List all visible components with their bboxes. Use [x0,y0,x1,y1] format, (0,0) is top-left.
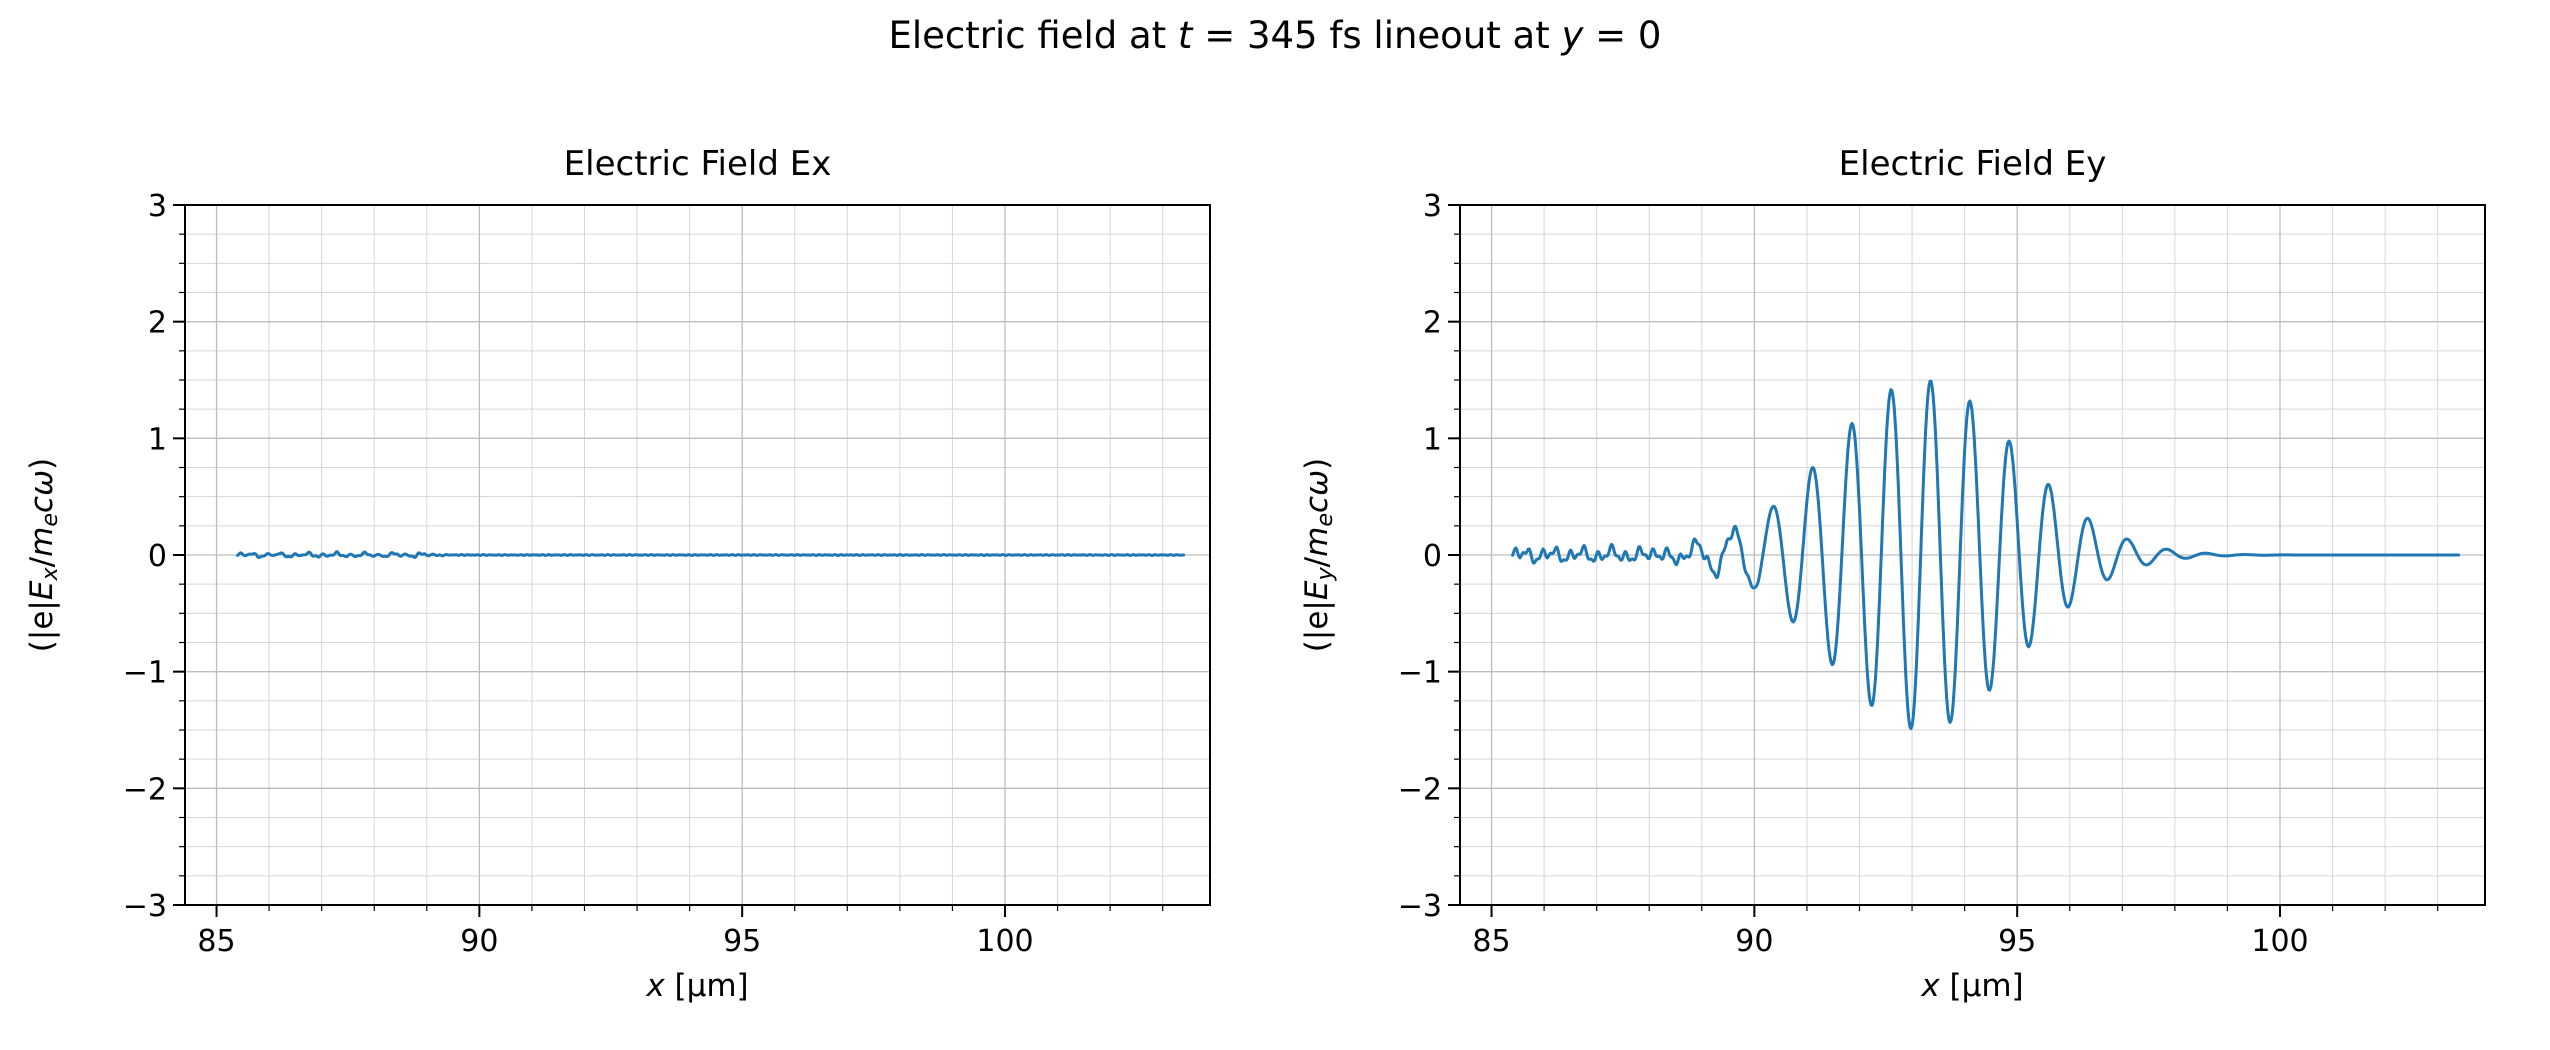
label-segment: e [36,512,63,527]
label-segment: y [1311,567,1338,581]
y-tick-label: 0 [1423,539,1442,574]
series-line-ex [236,550,1186,559]
x-tick-label: 90 [1735,924,1773,959]
label-segment: (|e| [24,600,60,653]
label-segment: [μm] [664,968,749,1004]
label-segment: / [24,556,60,568]
y-tick-label: 1 [1423,422,1442,457]
label-segment: (|e| [1299,600,1335,653]
label-segment: E [24,580,60,601]
y-tick-label: 2 [1423,306,1442,341]
x-tick-label: 85 [1472,924,1510,959]
label-segment: Electric field at [888,14,1178,57]
label-segment: / [1299,556,1335,568]
x-tick-label: 95 [723,924,761,959]
chart-ey: 85 90 95 100 −3 −2 −1 0 1 2 3 Electric Field Ey (|… [1275,70,2550,1050]
label-segment: x [646,968,665,1004]
y-tick-label: 1 [148,422,167,457]
label-segment: x [36,567,63,581]
chart-ex-title: Electric Field Ex [563,144,832,184]
x-tick-label: 85 [197,924,235,959]
label-segment: c [24,495,60,513]
x-tick-label: 100 [2251,924,2308,959]
chart-ex-xlabel: x [μm] [185,968,1210,1004]
chart-ex: 85 90 95 100 −3 −2 −1 0 1 2 3 Electric Field Ex (|… [0,70,1275,1050]
x-tick-label: 100 [976,924,1033,959]
label-segment: t [1177,14,1193,57]
label-segment: m [24,526,60,557]
plot-area: 85 90 95 100 −3 −2 −1 0 1 2 3 [1398,189,2486,959]
y-tick-label: −3 [123,889,167,924]
x-tick-label: 95 [1998,924,2036,959]
y-tick-label: 3 [148,189,167,224]
label-segment: = 0 [1583,14,1662,57]
x-tick-label: 90 [460,924,498,959]
label-segment: [μm] [1939,968,2024,1004]
figure-title: Electric field at t = 345 fs lineout at … [0,14,2550,57]
label-segment: y [1561,14,1584,57]
label-segment: e [1311,512,1338,527]
y-tick-label: −2 [1398,772,1442,807]
y-tick-label: −3 [1398,889,1442,924]
y-tick-label: 2 [148,306,167,341]
label-segment: x [1921,968,1940,1004]
chart-ey-title: Electric Field Ey [1838,144,2107,184]
label-segment: c [1299,495,1335,513]
label-segment: ) [1299,457,1335,470]
chart-ey-xlabel: x [μm] [1460,968,2485,1004]
chart-ey-ylabel: (|e|Ey/mecω) [1299,205,1343,905]
label-segment: = 345 fs lineout at [1192,14,1562,57]
y-tick-label: −2 [123,772,167,807]
label-segment: ) [24,457,60,470]
y-tick-label: −1 [1398,656,1442,691]
plot-area: 85 90 95 100 −3 −2 −1 0 1 2 3 [123,189,1211,959]
y-tick-label: 3 [1423,189,1442,224]
label-segment: ω [1299,469,1335,496]
label-segment: m [1299,526,1335,557]
y-tick-label: −1 [123,656,167,691]
label-segment: E [1299,580,1335,601]
label-segment: ω [24,469,60,496]
series-line-ey [1511,379,2461,731]
chart-ex-ylabel: (|e|Ex/mecω) [24,205,68,905]
y-tick-label: 0 [148,539,167,574]
